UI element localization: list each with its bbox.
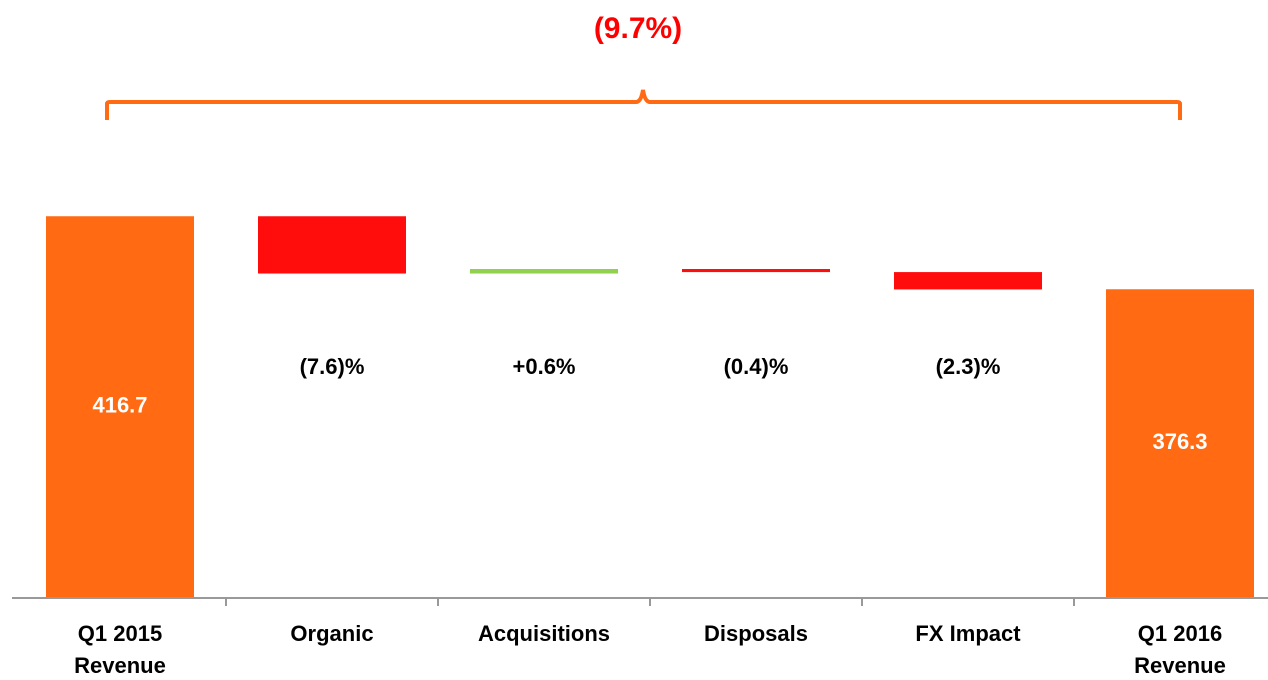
x-tick-label: Acquisitions xyxy=(477,621,610,646)
bar xyxy=(46,216,194,597)
change-label: (2.3)% xyxy=(936,354,1001,379)
bar xyxy=(682,269,830,273)
bar xyxy=(1106,289,1254,597)
value-label: 416.7 xyxy=(92,392,147,417)
change-label: (7.6)% xyxy=(300,354,365,379)
change-label: (0.4)% xyxy=(724,354,789,379)
x-tick-label: Disposals xyxy=(704,621,808,646)
bracket xyxy=(105,89,1182,120)
x-tick-label: Q1 2015 Revenue xyxy=(74,621,166,678)
annotation: (9.7%) xyxy=(594,12,682,45)
bar xyxy=(258,216,406,274)
x-tick-label: FX Impact xyxy=(915,621,1021,646)
x-tick-label: Q1 2016 Revenue xyxy=(1134,621,1226,678)
value-label: 376.3 xyxy=(1152,429,1207,454)
x-tick-label: Organic xyxy=(290,621,374,646)
change-label: +0.6% xyxy=(513,354,576,379)
bar xyxy=(894,272,1042,290)
bar xyxy=(470,269,618,274)
